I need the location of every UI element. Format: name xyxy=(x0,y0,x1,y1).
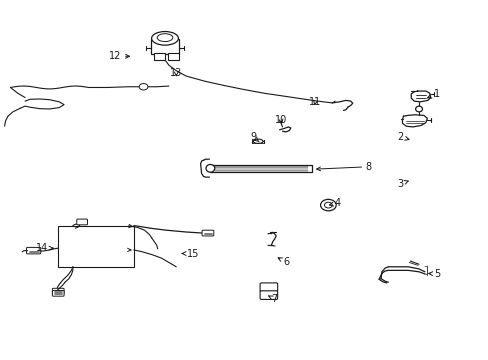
Text: 9: 9 xyxy=(250,132,259,142)
FancyBboxPatch shape xyxy=(202,230,213,236)
Ellipse shape xyxy=(415,106,422,112)
FancyBboxPatch shape xyxy=(52,288,64,294)
Text: 10: 10 xyxy=(274,115,286,125)
FancyBboxPatch shape xyxy=(260,291,277,300)
Text: 5: 5 xyxy=(428,269,440,279)
Text: 2: 2 xyxy=(397,132,408,142)
FancyBboxPatch shape xyxy=(260,283,277,292)
Text: 1: 1 xyxy=(427,89,439,99)
Text: 6: 6 xyxy=(278,257,289,267)
Text: 8: 8 xyxy=(316,162,371,172)
Ellipse shape xyxy=(253,139,263,143)
Text: 4: 4 xyxy=(329,198,341,208)
FancyBboxPatch shape xyxy=(154,53,164,60)
Text: 12: 12 xyxy=(109,51,129,61)
Circle shape xyxy=(139,84,148,90)
Ellipse shape xyxy=(151,32,178,45)
Text: 11: 11 xyxy=(308,97,321,107)
FancyBboxPatch shape xyxy=(26,247,41,254)
Bar xyxy=(58,226,134,267)
Circle shape xyxy=(324,202,331,208)
Text: 3: 3 xyxy=(397,179,407,189)
Text: 14: 14 xyxy=(36,243,53,253)
FancyBboxPatch shape xyxy=(52,291,64,296)
FancyBboxPatch shape xyxy=(167,53,178,60)
Circle shape xyxy=(320,199,335,211)
FancyBboxPatch shape xyxy=(77,219,87,225)
Text: 15: 15 xyxy=(182,248,199,258)
Text: 13: 13 xyxy=(170,68,182,78)
Text: 7: 7 xyxy=(268,294,277,304)
Ellipse shape xyxy=(205,165,214,172)
FancyBboxPatch shape xyxy=(151,40,179,54)
Ellipse shape xyxy=(157,34,172,41)
